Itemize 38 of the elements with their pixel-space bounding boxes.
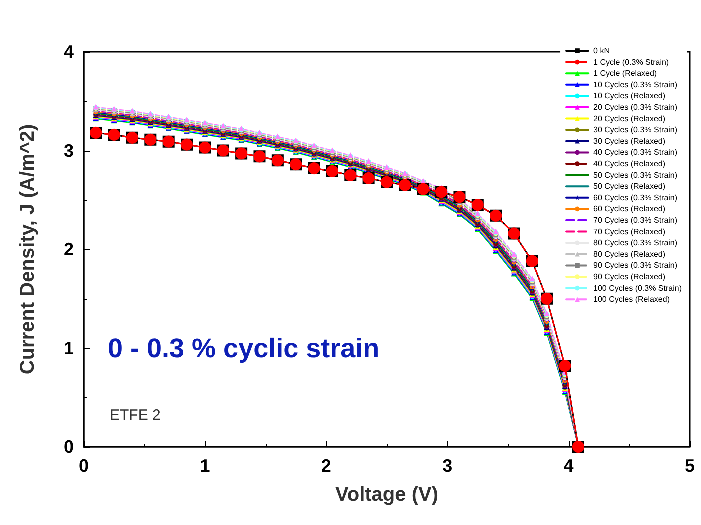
y-tick-label: 4 [64, 42, 74, 62]
legend-label: 100 Cycles (Relaxed) [594, 295, 670, 304]
legend-label: 100 Cycles (0.3% Strain) [594, 284, 682, 293]
x-tick-label: 1 [200, 456, 210, 476]
legend-label: 30 Cycles (Relaxed) [594, 136, 666, 146]
legend-label: 10 Cycles (0.3% Strain) [594, 80, 678, 90]
legend-label: 20 Cycles (Relaxed) [594, 114, 666, 124]
legend-label: 50 Cycles (0.3% Strain) [594, 170, 678, 180]
y-tick-label: 3 [64, 140, 74, 161]
legend-label: 20 Cycles (0.3% Strain) [594, 103, 678, 112]
legend-label: 10 Cycles (Relaxed) [594, 92, 666, 101]
x-tick-label: 0 [78, 456, 90, 476]
x-axis-title: Voltage (V) [336, 484, 438, 506]
y-axis-title: Current Density, J (A/m^2) [17, 124, 39, 375]
annotation: 0 - 0.3 % cyclic strain [108, 334, 380, 364]
legend-label: 40 Cycles (Relaxed) [594, 160, 666, 168]
legend-label: 90 Cycles (0.3% Strain) [594, 261, 678, 270]
legend-label: 60 Cycles (0.3% Strain) [594, 193, 678, 202]
legend-label: 80 Cycles (Relaxed) [594, 250, 666, 259]
x-tick-label: 4 [564, 456, 574, 476]
legend-label: 80 Cycles (0.3% Strain) [594, 238, 678, 248]
y-tick-label: 1 [64, 338, 74, 358]
x-tick-label: 5 [684, 456, 696, 476]
legend-label: 70 Cycles (0.3% Strain) [594, 216, 678, 225]
legend-label: 60 Cycles (Relaxed) [594, 204, 666, 214]
y-tick-label: 0 [64, 437, 74, 457]
legend-label: 50 Cycles (Relaxed) [594, 182, 666, 192]
legend-label: 40 Cycles (0.3% Strain) [594, 148, 678, 158]
legend-label: 1 Cycle (Relaxed) [594, 69, 658, 78]
annotation: ETFE 2 [110, 407, 161, 424]
legend-label: 90 Cycles (Relaxed) [594, 272, 666, 282]
x-tick-label: 3 [442, 456, 453, 476]
legend-label: 70 Cycles (Relaxed) [594, 227, 666, 236]
legend-label: 30 Cycles (0.3% Strain) [594, 126, 678, 135]
x-tick-label: 2 [321, 456, 332, 476]
legend-label: 1 Cycle (0.3% Strain) [594, 58, 670, 67]
y-tick-label: 2 [64, 240, 74, 260]
legend-label: 0 kN [594, 46, 610, 56]
